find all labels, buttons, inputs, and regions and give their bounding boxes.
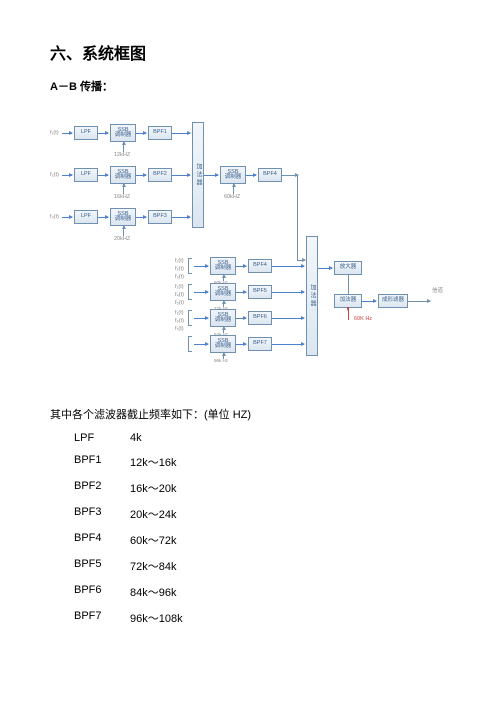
arrow	[172, 175, 190, 176]
arrow	[272, 344, 304, 345]
arrow	[362, 301, 376, 302]
arrow	[123, 142, 124, 152]
brace	[188, 310, 192, 326]
bpf5-box: BPF5	[248, 285, 272, 299]
arrow	[236, 292, 246, 293]
connector	[348, 275, 349, 294]
adder-1: 加法器	[192, 122, 204, 228]
carrier-60k: 60kHZ	[224, 194, 240, 200]
filter-table: LPF4k BPF112k～16k BPF216k～20k BPF320k～24…	[74, 432, 450, 626]
bpf1-box: BPF1	[148, 126, 172, 140]
label-f2b: f₂(t)	[175, 266, 184, 272]
lpf-box-3: LPF	[74, 210, 98, 224]
carrier-96k: 96k Hz	[214, 358, 228, 363]
filter-row: BPF320k～24k	[74, 506, 450, 522]
bpf3-box: BPF3	[148, 210, 172, 224]
filter-row: LPF4k	[74, 432, 450, 444]
filter-row: BPF216k～20k	[74, 480, 450, 496]
carrier-20k: 20kHZ	[114, 236, 130, 242]
arrow	[62, 217, 72, 218]
ssb-b2: SSB 调制器	[210, 283, 236, 301]
arrow	[272, 292, 304, 293]
filter-row: BPF112k～16k	[74, 454, 450, 470]
brace	[188, 284, 192, 300]
arrow	[194, 318, 208, 319]
arrow	[136, 175, 146, 176]
adder-2: 加法器	[306, 236, 318, 356]
arrow	[62, 175, 72, 176]
arrow	[194, 344, 208, 345]
arrow	[272, 318, 304, 319]
label-f1b: f₁(t)	[175, 258, 184, 264]
brace	[188, 336, 192, 352]
arrow	[236, 266, 246, 267]
arrow	[282, 175, 298, 176]
arrow	[204, 175, 218, 176]
label-f7b: f₇(t)	[175, 326, 184, 332]
lpf-box-2: LPF	[74, 168, 98, 182]
filter-row: BPF796k～108k	[74, 610, 450, 626]
subtitle: A－B 传播：	[50, 78, 450, 94]
arrow	[98, 175, 108, 176]
arrow	[297, 260, 305, 261]
carrier-60k-red: 60K Hz	[354, 316, 372, 322]
arrow	[318, 268, 332, 269]
ssb-b3: SSB 调制器	[210, 309, 236, 327]
arrow	[123, 184, 124, 194]
arrow	[62, 133, 72, 134]
bpf6-box: BPF6	[248, 311, 272, 325]
label-f4b: f₄(t)	[175, 292, 184, 298]
arrow	[172, 217, 190, 218]
arrow	[272, 266, 304, 267]
filter-note: 其中各个滤波器截止频率如下：(单位 HZ)	[50, 406, 450, 422]
label-f1: f₁(t)	[50, 130, 59, 136]
filter-row: BPF460k～72k	[74, 532, 450, 548]
filter-row: BPF684k～96k	[74, 584, 450, 600]
label-f1c: f₁(t)	[175, 284, 184, 290]
brace	[188, 258, 192, 274]
ssb-stage2: SSB 调制器	[220, 166, 246, 184]
bpf2-box: BPF2	[148, 168, 172, 182]
arrow	[246, 175, 256, 176]
lpf-box-1: LPF	[74, 126, 98, 140]
bpf4-b: BPF4	[248, 259, 272, 273]
label-f6b: f₆(t)	[175, 318, 184, 324]
channel-label: 信道	[432, 286, 443, 294]
bpf7-box: BPF7	[248, 337, 272, 351]
arrow	[172, 133, 190, 134]
label-f3: f₃(t)	[50, 214, 59, 220]
arrow-red	[348, 308, 349, 320]
adder-3: 加法器	[334, 294, 362, 308]
ssb-b1: SSB 调制器	[210, 257, 236, 275]
arrow	[408, 301, 430, 302]
carrier-12k: 12kHZ	[114, 152, 130, 158]
bpf4-box: BPF4	[258, 168, 282, 182]
page-title: 六、系统框图	[50, 40, 450, 64]
connector	[297, 175, 298, 260]
ssb-box-3: SSB 调制器	[110, 208, 136, 226]
label-f5b: f₅(t)	[175, 300, 184, 306]
arrow	[194, 292, 208, 293]
arrow	[136, 133, 146, 134]
label-f3b: f₃(t)	[175, 274, 184, 280]
arrow	[236, 344, 246, 345]
arrow	[233, 184, 234, 194]
splitter-box: 成形滤器	[378, 294, 408, 308]
filter-row: BPF572k～84k	[74, 558, 450, 574]
label-f1d: f₁(t)	[175, 310, 184, 316]
arrow	[98, 217, 108, 218]
system-diagram: f₁(t) LPF SSB 调制器 BPF1 12kHZ f₂(t) LPF S…	[50, 108, 450, 388]
arrow	[236, 318, 246, 319]
amp-box: 放大器	[334, 261, 362, 275]
label-f2: f₂(t)	[50, 172, 59, 178]
arrow	[98, 133, 108, 134]
arrow	[194, 266, 208, 267]
arrow	[123, 226, 124, 236]
carrier-16k: 16kHZ	[114, 194, 130, 200]
ssb-box-1: SSB 调制器	[110, 124, 136, 142]
ssb-b4: SSB 调制器	[210, 335, 236, 353]
ssb-box-2: SSB 调制器	[110, 166, 136, 184]
arrow	[136, 217, 146, 218]
